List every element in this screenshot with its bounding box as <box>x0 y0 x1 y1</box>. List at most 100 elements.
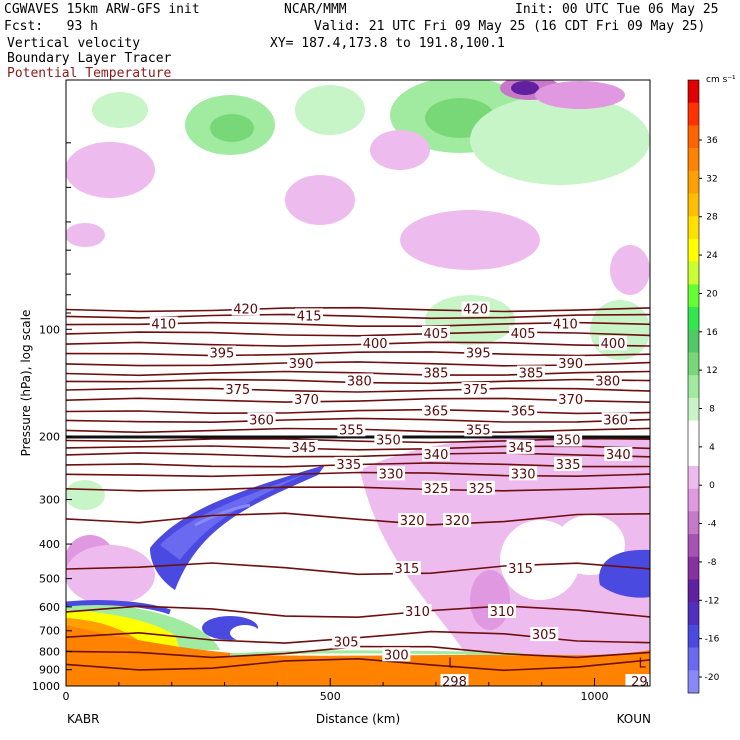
model-title: CGWAVES 15km ARW-GFS init <box>4 2 200 17</box>
theta-label: 365 <box>511 405 536 420</box>
theta-label: 298 <box>442 675 467 690</box>
y-axis-label: Pressure (hPa), log scale <box>19 310 33 457</box>
theta-label-bg <box>149 316 178 331</box>
theta-label-bg <box>332 634 361 649</box>
theta-contour-325 <box>66 486 650 492</box>
theta-label-bg <box>392 561 421 576</box>
field-boundary-layer-tracer: Boundary Layer Tracer <box>7 51 172 66</box>
colorbar-tick-label: 8 <box>709 405 715 415</box>
colorbar-swatch <box>688 307 699 331</box>
y-tick-label: 200 <box>39 431 60 444</box>
colorbar-swatch <box>688 193 699 217</box>
theta-label: 380 <box>595 374 620 389</box>
theta-label-bg <box>509 466 538 481</box>
theta-label-bg <box>464 345 493 360</box>
valid-time: Valid: 21 UTC Fri 09 May 25 (16 CDT Fri … <box>314 19 706 34</box>
theta-label: 390 <box>558 357 583 372</box>
theta-contour-400 <box>66 341 650 347</box>
theta-label-bg <box>554 456 583 471</box>
colorbar-swatch <box>688 670 699 694</box>
x-tick-label: 500 <box>320 690 341 703</box>
theta-label: 305 <box>334 635 359 650</box>
theta-label-bg <box>247 412 276 427</box>
theta-label: 395 <box>209 347 234 362</box>
theta-contour-340 <box>66 452 650 458</box>
theta-label-bg <box>421 365 450 380</box>
theta-label: 380 <box>347 374 372 389</box>
theta-label-bg <box>421 325 450 340</box>
theta-label: 355 <box>466 423 491 438</box>
colorbar-tick-label: 4 <box>709 443 715 453</box>
theta-label: 405 <box>424 327 449 342</box>
theta-label: 420 <box>463 303 488 318</box>
theta-contour-345 <box>66 445 650 451</box>
colorbar-swatch <box>688 352 699 376</box>
theta-contour-395 <box>66 351 650 357</box>
y-tick-label: 300 <box>39 493 60 506</box>
theta-label-bg <box>506 439 535 454</box>
theta-label-bg <box>403 603 432 618</box>
theta-label-bg <box>289 439 318 454</box>
colorbar-frame <box>687 79 700 694</box>
theta-contour-315 <box>66 562 650 576</box>
theta-label-bg <box>207 345 236 360</box>
x-tick-label: 1000 <box>581 690 609 703</box>
theta-label-bg <box>292 392 321 407</box>
colorbar-swatch <box>688 624 699 648</box>
theta-contour-390 <box>66 361 650 367</box>
colorbar-swatch <box>688 284 699 308</box>
theta-label: 325 <box>468 482 493 497</box>
colorbar-tick-label: -4 <box>708 520 717 530</box>
colorbar-swatch <box>688 647 699 671</box>
right-station-label: KOUN <box>617 712 651 726</box>
low-marker: L <box>638 657 646 672</box>
theta-label-bg <box>593 373 622 388</box>
colorbar-tick-label: -16 <box>705 635 720 645</box>
colorbar: 36 32 28 24 20 16 12 8 4 0 -4 -8 -12 -16 -20 <box>687 79 720 694</box>
field-potential-temperature: Potential Temperature <box>7 66 172 81</box>
theta-label: 400 <box>601 337 626 352</box>
colorbar-units: cm s⁻¹ <box>706 75 736 85</box>
y-tick-label: 600 <box>39 601 60 614</box>
theta-label: 410 <box>553 318 578 333</box>
theta-label: 320 <box>400 514 425 529</box>
field-vertical-velocity: Vertical velocity <box>7 36 141 51</box>
theta-label-bg <box>517 365 546 380</box>
colorbar-swatch <box>688 579 699 603</box>
theta-label-bg <box>461 301 490 316</box>
theta-contour-385 <box>66 370 650 377</box>
vertical-velocity-field <box>66 80 650 686</box>
theta-label: 415 <box>297 309 322 324</box>
theta-label-bg <box>374 432 403 447</box>
y-tick-label: 400 <box>39 538 60 551</box>
theta-contour-405 <box>66 331 650 337</box>
theta-label: 325 <box>424 482 449 497</box>
colorbar-swatch <box>688 329 699 353</box>
theta-label: 330 <box>511 467 536 482</box>
init-time: Init: 00 UTC Tue 06 May 25 <box>515 2 719 17</box>
y-tick-label: 900 <box>39 664 60 677</box>
colorbar-swatch <box>688 375 699 399</box>
theta-label: 360 <box>603 413 628 428</box>
colorbar-swatch <box>688 420 699 444</box>
theta-label-bg <box>421 403 450 418</box>
theta-contour-420 <box>66 306 650 313</box>
colorbar-tick-label: 28 <box>706 213 718 223</box>
theta-label-bg <box>377 466 406 481</box>
y-axis: 100 200 300 400 500 600 700 800 900 1000 <box>32 79 72 693</box>
theta-label-bg <box>551 316 580 331</box>
theta-label-bg <box>530 627 559 642</box>
colorbar-tick-label: 0 <box>709 481 715 491</box>
theta-label-bg <box>223 382 252 397</box>
theta-label-bg <box>556 392 585 407</box>
theta-label: 405 <box>511 327 536 342</box>
theta-contour-298 <box>66 657 650 672</box>
theta-label: 335 <box>556 458 581 473</box>
theta-label-bg <box>334 456 363 471</box>
theta-label: 375 <box>225 383 250 398</box>
theta-label: 370 <box>558 393 583 408</box>
theta-label-bg <box>421 480 450 495</box>
colorbar-swatch <box>688 125 699 149</box>
